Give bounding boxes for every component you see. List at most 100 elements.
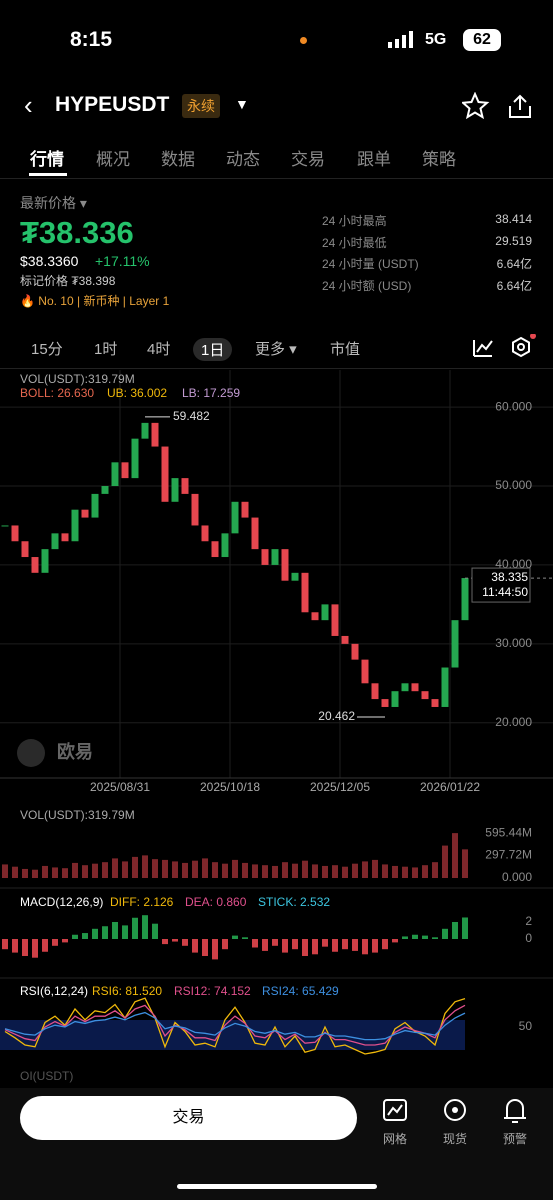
legend-entry: RSI24: 65.429 bbox=[262, 984, 339, 998]
symbol[interactable]: HYPEUSDT bbox=[55, 93, 170, 116]
candle bbox=[141, 422, 149, 439]
countdown: 11:44:50 bbox=[482, 585, 528, 599]
alert-label[interactable]: 预警 bbox=[503, 1132, 528, 1146]
candle bbox=[291, 572, 299, 581]
grid-label[interactable]: 网格 bbox=[383, 1132, 408, 1146]
volume-bar bbox=[12, 866, 18, 878]
candle bbox=[241, 501, 249, 518]
stat-value: 29.519 bbox=[495, 233, 532, 248]
candle bbox=[351, 643, 359, 660]
candle bbox=[381, 699, 389, 707]
volume-bar bbox=[52, 867, 58, 878]
macd-bar bbox=[132, 917, 138, 939]
spot-icon[interactable] bbox=[444, 1099, 466, 1121]
volume-bar bbox=[432, 862, 438, 878]
candle bbox=[11, 525, 19, 542]
volume-bar bbox=[462, 849, 468, 878]
macd-bar bbox=[142, 915, 148, 939]
volume-bar bbox=[212, 862, 218, 878]
timeframe[interactable]: 更多 ▾ bbox=[255, 341, 297, 358]
macd-bar bbox=[202, 939, 208, 956]
tab[interactable]: 策略 bbox=[422, 150, 456, 169]
rsi-line bbox=[4, 1011, 466, 1041]
x-tick-label: 2025/10/18 bbox=[200, 780, 260, 794]
share-icon[interactable] bbox=[509, 94, 531, 118]
macd-bar bbox=[162, 939, 168, 945]
alert-icon[interactable] bbox=[504, 1099, 526, 1123]
macd-bar bbox=[252, 939, 258, 948]
macd-bar bbox=[302, 939, 308, 956]
tab[interactable]: 概况 bbox=[96, 150, 130, 169]
timeframe[interactable]: 15分 bbox=[31, 341, 63, 358]
grid-icon[interactable] bbox=[383, 1099, 407, 1121]
volume-bar bbox=[22, 868, 28, 878]
battery: 62 bbox=[463, 29, 501, 51]
volume-bar bbox=[442, 845, 448, 878]
macd-bar bbox=[72, 934, 78, 939]
candle bbox=[61, 533, 69, 542]
price-label[interactable]: 最新价格 ▾ bbox=[20, 195, 87, 211]
chart-tools bbox=[473, 334, 536, 358]
volume-bar bbox=[412, 867, 418, 878]
panel-title: VOL(USDT):319.79M bbox=[20, 808, 135, 822]
network: 5G bbox=[425, 31, 447, 48]
y-tick-label: 50 bbox=[519, 1019, 533, 1033]
candle bbox=[201, 525, 209, 542]
tab[interactable]: 数据 bbox=[161, 150, 195, 169]
favorite-icon[interactable] bbox=[462, 92, 490, 120]
candle bbox=[81, 509, 89, 518]
macd-dea: DEA: 0.860 bbox=[185, 895, 247, 909]
macd-bar bbox=[242, 937, 248, 939]
low-label: 20.462 bbox=[318, 709, 355, 723]
macd-bar bbox=[32, 939, 38, 958]
macd-bar bbox=[292, 939, 298, 950]
macd-bar bbox=[362, 939, 368, 955]
macd-bar bbox=[372, 939, 378, 953]
stat-value: 6.64亿 bbox=[496, 257, 532, 271]
volume-bar bbox=[422, 865, 428, 878]
indicator-icon[interactable] bbox=[473, 340, 493, 357]
timeframe[interactable]: 4时 bbox=[147, 341, 171, 358]
volume-bar bbox=[302, 860, 308, 878]
tab[interactable]: 交易 bbox=[291, 150, 325, 169]
candle bbox=[21, 541, 29, 558]
settings-icon[interactable] bbox=[512, 336, 530, 358]
spot-label[interactable]: 现货 bbox=[443, 1132, 468, 1146]
tab[interactable]: 行情 bbox=[30, 150, 64, 169]
macd-bar bbox=[42, 939, 48, 952]
volume-bar bbox=[452, 833, 458, 878]
y-tick-label: 0.000 bbox=[502, 870, 532, 884]
macd-bar bbox=[192, 939, 198, 953]
tab[interactable]: 动态 bbox=[226, 150, 260, 169]
change: +17.11% bbox=[95, 253, 150, 269]
macd-bar bbox=[222, 939, 228, 950]
symbol-dropdown[interactable]: ▼ bbox=[235, 96, 249, 112]
timeframe[interactable]: 1日 bbox=[193, 338, 233, 361]
trade-button[interactable]: 交易 bbox=[20, 1096, 357, 1140]
volume-bar bbox=[132, 856, 138, 878]
expand-button[interactable] bbox=[17, 739, 45, 767]
macd-stick: STICK: 2.532 bbox=[258, 895, 330, 909]
x-tick-label: 2025/08/31 bbox=[90, 780, 150, 794]
timeframe[interactable]: 市值 bbox=[330, 341, 361, 358]
boll-ub: UB: 36.002 bbox=[107, 386, 167, 400]
tag: 新币种 bbox=[83, 294, 120, 308]
tag: Layer 1 bbox=[129, 294, 170, 308]
macd-bar bbox=[152, 923, 158, 939]
macd-bar bbox=[322, 939, 328, 947]
back-button[interactable]: ‹ bbox=[24, 90, 33, 120]
legend-entry: RSI6: 81.520 bbox=[92, 984, 162, 998]
macd-bar bbox=[182, 939, 188, 946]
stat-label: 24 小时额 (USD) bbox=[322, 278, 412, 293]
candle bbox=[111, 462, 119, 487]
candle bbox=[101, 486, 109, 494]
volume-bar bbox=[162, 859, 168, 878]
candle bbox=[221, 533, 229, 558]
volume-bar bbox=[92, 863, 98, 878]
tab[interactable]: 跟单 bbox=[357, 150, 391, 169]
timeframe[interactable]: 1时 bbox=[94, 341, 118, 358]
panel-title: RSI(6,12,24) bbox=[20, 984, 88, 998]
macd-bar bbox=[22, 939, 28, 956]
stat-value: 38.414 bbox=[495, 212, 532, 226]
